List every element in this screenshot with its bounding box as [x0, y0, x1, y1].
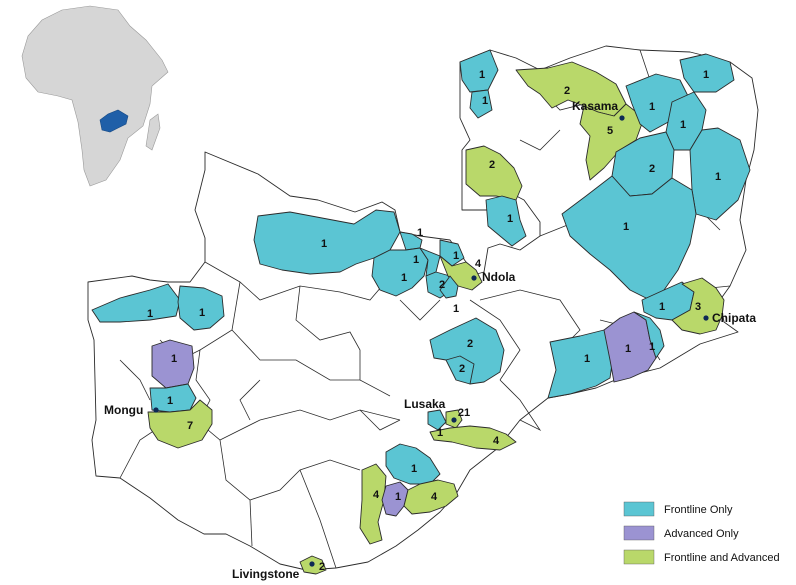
city-dot-ndola — [471, 275, 477, 281]
district-cb-mufulira — [439, 239, 465, 267]
count-wp-kalabo: 1 — [147, 308, 153, 320]
district-lp-mansa — [465, 145, 523, 201]
city-dot-kasama — [619, 115, 625, 121]
legend-label-advanced: Advanced Only — [664, 528, 739, 540]
count-ne-mpika: 2 — [649, 163, 655, 175]
city-markers: Kasama Ndola Chipata Mongu Lusaka Living… — [104, 99, 756, 581]
count-n-lake: 1 — [482, 95, 488, 107]
count-sp-sinazongwe: 4 — [431, 491, 438, 503]
district-wp-kaoma — [151, 339, 195, 389]
district-cb-chingola — [371, 247, 429, 297]
city-dot-livingstone — [309, 561, 315, 567]
city-dot-lusaka — [451, 417, 457, 423]
count-ep-lundazi: 1 — [659, 301, 665, 313]
district-ep-sinda — [633, 311, 665, 359]
district-lsk-chongwe — [427, 409, 447, 431]
count-cb-chingola: 1 — [401, 272, 407, 284]
count-sp-monze: 1 — [411, 463, 417, 475]
africa-continent — [21, 5, 169, 187]
district-cb-luanshya — [439, 275, 459, 299]
district-e-mpika — [561, 175, 697, 301]
district-cb-chililabombwe — [399, 231, 423, 251]
district-sp-choma — [381, 481, 409, 517]
city-label-chipata: Chipata — [712, 311, 756, 325]
count-ep-chipata: 3 — [695, 301, 701, 313]
count-cb-kitwe: 2 — [439, 279, 445, 291]
count-wp-kaoma: 1 — [171, 353, 177, 365]
district-sp-choma-w — [359, 463, 387, 545]
count-sp-livingstone: 2 — [319, 561, 325, 573]
madagascar-shape — [145, 113, 161, 151]
count-ne-chama: 1 — [715, 171, 721, 183]
count-cp-kabwe: 2 — [467, 338, 473, 350]
count-lp-samfya: 1 — [507, 213, 513, 225]
legend-swatch-advanced — [623, 525, 655, 541]
count-e-mpika: 1 — [623, 221, 629, 233]
legend-swatch-both — [623, 549, 655, 565]
district-lsk-kafue — [429, 425, 517, 451]
district-wp-senanga — [147, 399, 213, 449]
city-label-mongu: Mongu — [104, 403, 143, 417]
district-n-lake — [469, 89, 493, 119]
legend: Frontline Only Advanced Only Frontline a… — [623, 501, 780, 565]
count-ne-isoka: 1 — [649, 101, 655, 113]
city-label-ndola: Ndola — [482, 270, 516, 284]
count-wp-mongu: 1 — [167, 395, 173, 407]
count-lsk-chongwe: 1 — [437, 427, 443, 439]
count-nw-solwezi: 1 — [321, 238, 327, 250]
count-ne-nakonde: 1 — [703, 69, 709, 81]
count-cb-chililabombwe: 1 — [417, 227, 423, 239]
count-lsk-kafue: 4 — [493, 435, 500, 447]
count-lsk-lusaka: 21 — [458, 407, 470, 419]
district-ne-nakonde — [679, 53, 735, 93]
city-dot-mongu — [153, 407, 159, 413]
count-sp-choma-w: 4 — [373, 489, 380, 501]
district-cp-kabwe — [429, 317, 505, 385]
count-ne-chinsali: 1 — [680, 119, 686, 131]
city-label-livingstone: Livingstone — [232, 567, 300, 581]
count-cb-luanshya: 1 — [453, 303, 459, 315]
district-cp-kapiri — [445, 355, 475, 385]
count-n-kasama: 5 — [607, 125, 613, 137]
count-ep-petauke: 1 — [584, 353, 590, 365]
count-wp-lukulu: 1 — [199, 307, 205, 319]
count-n-kasama-w: 2 — [564, 85, 570, 97]
zambia-highlight — [99, 109, 129, 133]
count-ep-katete: 1 — [625, 343, 631, 355]
district-sp-monze — [385, 443, 441, 485]
count-wp-senanga: 7 — [187, 420, 193, 432]
africa-inset-map — [21, 5, 169, 187]
legend-label-frontline: Frontline Only — [664, 504, 733, 516]
district-count-labels: 1 1 2 5 1 1 1 2 1 2 1 1 1 1 1 1 1 2 4 1 … — [147, 69, 721, 573]
city-dot-chipata — [703, 315, 709, 321]
count-cb-mufulira: 1 — [453, 250, 459, 262]
city-label-kasama: Kasama — [572, 99, 618, 113]
district-sp-sinazongwe — [403, 479, 459, 515]
legend-label-both: Frontline and Advanced — [664, 552, 780, 564]
district-ep-petauke — [547, 329, 615, 399]
legend-swatch-frontline — [623, 501, 655, 517]
count-nw-chiengi: 1 — [479, 69, 485, 81]
district-wp-lukulu — [177, 285, 225, 331]
count-cb-kalulushi: 1 — [413, 254, 419, 266]
district-wp-kalabo — [91, 283, 181, 323]
district-ep-chipata — [671, 277, 725, 335]
city-label-lusaka: Lusaka — [404, 397, 446, 411]
count-cb-ndola: 4 — [475, 258, 482, 270]
district-lp-samfya — [485, 195, 527, 247]
zambia-country — [87, 45, 759, 575]
count-lp-mansa: 2 — [489, 159, 495, 171]
count-ep-sinda: 1 — [649, 341, 655, 353]
count-sp-choma: 1 — [395, 491, 401, 503]
count-cp-kapiri: 2 — [459, 363, 465, 375]
